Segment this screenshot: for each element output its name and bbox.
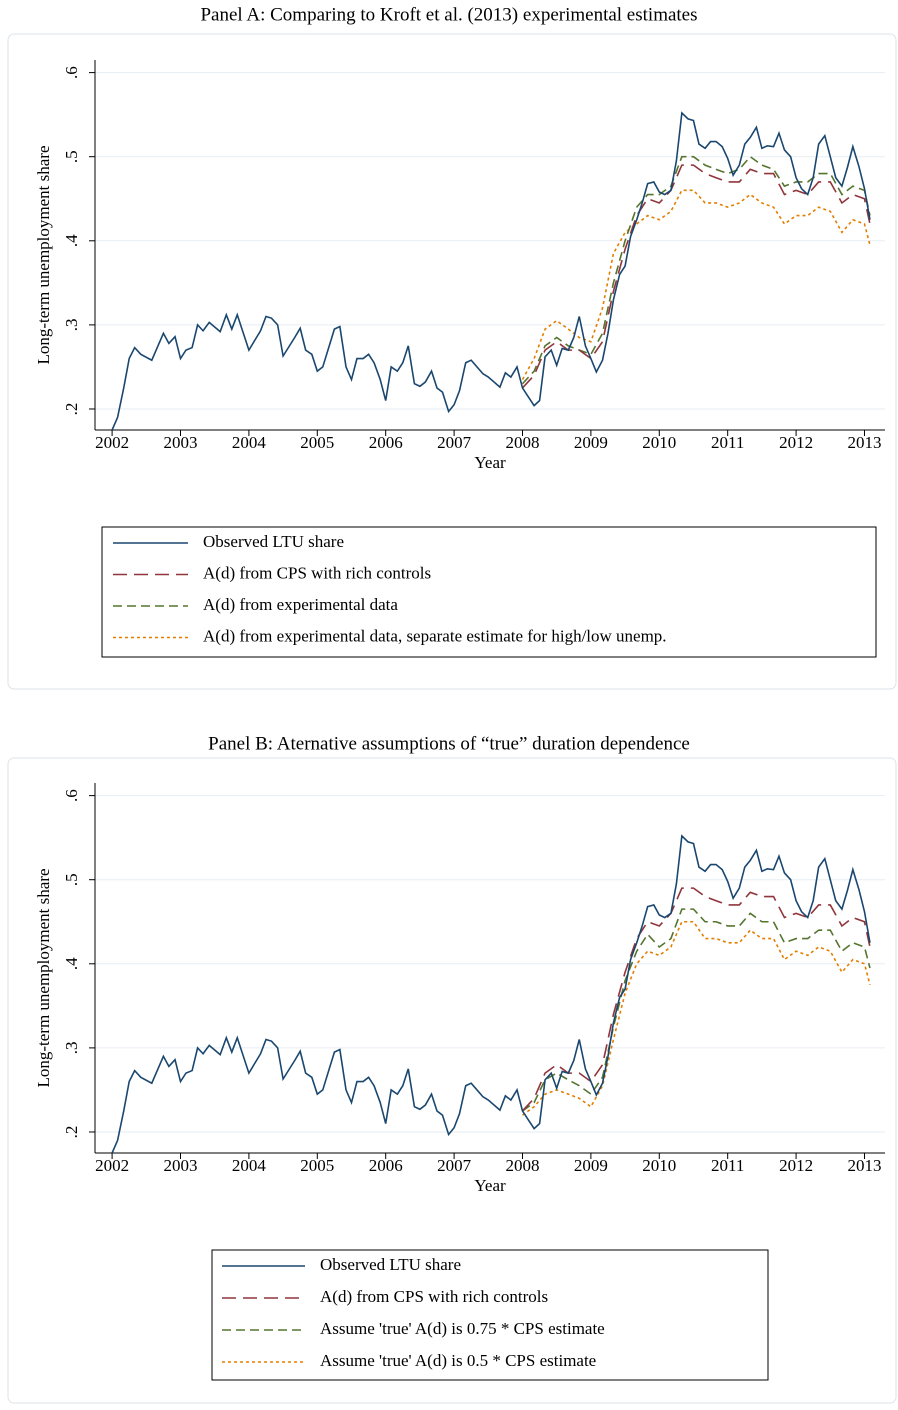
- series-line: [521, 887, 871, 1112]
- panel-frame: [7, 757, 897, 1404]
- legend-label: A(d) from experimental data, separate es…: [203, 626, 667, 645]
- series-line: [521, 164, 871, 389]
- y-tick-label: .6: [62, 789, 81, 802]
- legend-label: Assume 'true' A(d) is 0.5 * CPS estimate: [320, 1351, 596, 1370]
- y-tick-label: .3: [62, 1042, 81, 1055]
- x-axis-label: Year: [474, 1176, 506, 1195]
- legend-label: Assume 'true' A(d) is 0.75 * CPS estimat…: [320, 1319, 605, 1338]
- x-tick-label: 2012: [779, 433, 813, 452]
- x-tick-label: 2013: [847, 433, 881, 452]
- y-tick-label: .2: [62, 1126, 81, 1139]
- x-tick-label: 2003: [163, 1156, 197, 1175]
- x-tick-label: 2005: [300, 433, 334, 452]
- x-tick-label: 2009: [574, 433, 608, 452]
- x-tick-label: 2002: [95, 1156, 129, 1175]
- x-tick-label: 2011: [711, 1156, 744, 1175]
- x-tick-label: 2009: [574, 1156, 608, 1175]
- legend-label: Observed LTU share: [320, 1255, 461, 1274]
- x-tick-label: 2007: [437, 1156, 472, 1175]
- x-tick-label: 2007: [437, 433, 472, 452]
- y-tick-label: .3: [62, 319, 81, 332]
- legend-label: A(d) from CPS with rich controls: [320, 1287, 548, 1306]
- x-tick-label: 2012: [779, 1156, 813, 1175]
- y-axis-label: Long-term unemployment share: [34, 145, 53, 364]
- x-tick-label: 2010: [642, 433, 676, 452]
- y-axis-label: Long-term unemployment share: [34, 868, 53, 1087]
- series-line: [111, 111, 871, 431]
- x-tick-label: 2013: [847, 1156, 881, 1175]
- y-tick-label: .6: [62, 66, 81, 79]
- x-tick-label: 2004: [232, 1156, 267, 1175]
- series-line: [522, 908, 871, 1112]
- x-tick-label: 2005: [300, 1156, 334, 1175]
- x-tick-label: 2002: [95, 433, 129, 452]
- x-tick-label: 2006: [369, 1156, 403, 1175]
- x-tick-label: 2008: [505, 1156, 539, 1175]
- series-line: [521, 189, 871, 380]
- series-line: [521, 155, 871, 385]
- x-tick-label: 2010: [642, 1156, 676, 1175]
- y-tick-label: .4: [62, 234, 81, 247]
- y-tick-label: .5: [62, 150, 81, 163]
- x-tick-label: 2003: [163, 433, 197, 452]
- y-tick-label: .2: [62, 403, 81, 416]
- x-axis-label: Year: [474, 453, 506, 472]
- x-tick-label: 2011: [711, 433, 744, 452]
- series-line: [111, 834, 871, 1154]
- chart-title: Panel A: Comparing to Kroft et al. (2013…: [200, 4, 697, 25]
- legend-box: [101, 526, 877, 658]
- panel-frame: [7, 33, 897, 690]
- legend-box: [211, 1249, 769, 1381]
- series-line: [522, 920, 871, 1116]
- y-tick-label: .4: [62, 957, 81, 970]
- legend-label: A(d) from experimental data: [203, 595, 398, 614]
- y-tick-label: .5: [62, 873, 81, 886]
- x-tick-label: 2008: [505, 433, 539, 452]
- x-tick-label: 2006: [369, 433, 403, 452]
- x-tick-label: 2004: [232, 433, 267, 452]
- chart-title: Panel B: Aternative assumptions of “true…: [208, 733, 690, 754]
- legend-label: A(d) from CPS with rich controls: [203, 563, 431, 582]
- legend-label: Observed LTU share: [203, 532, 344, 551]
